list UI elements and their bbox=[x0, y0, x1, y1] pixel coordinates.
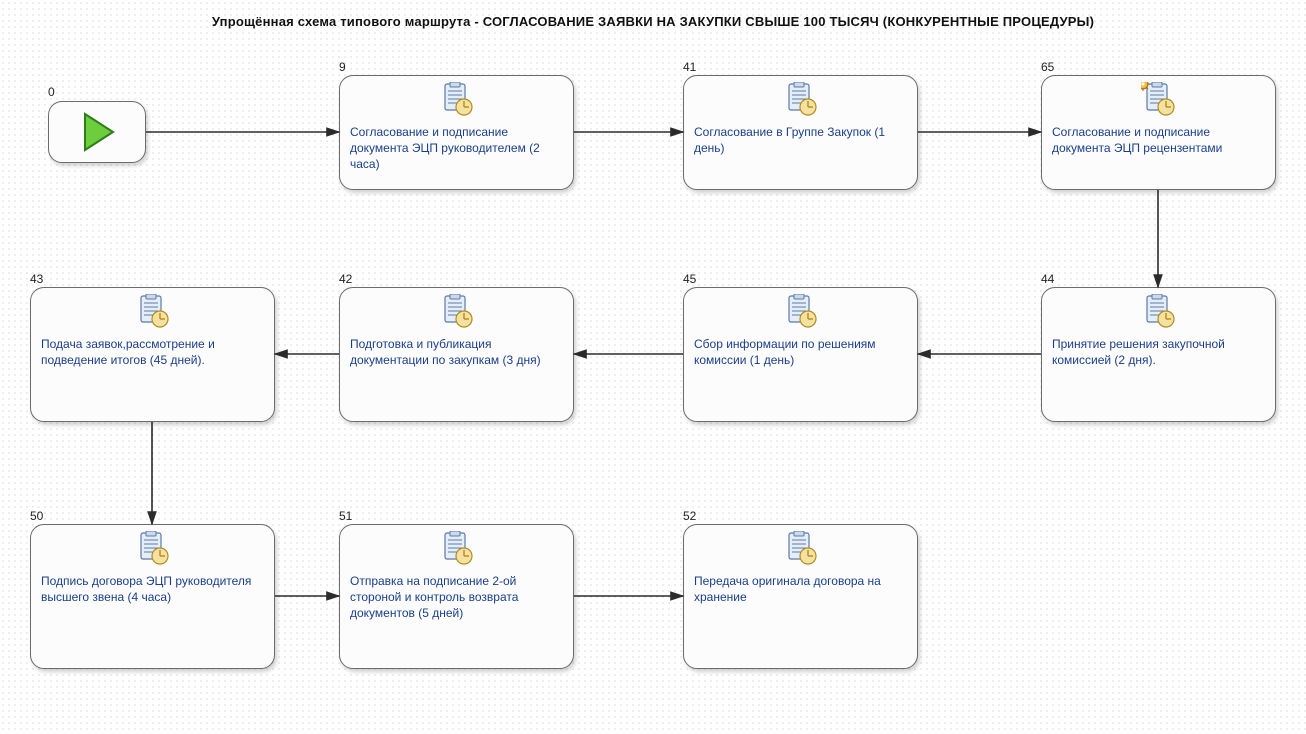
document-clock-icon bbox=[135, 531, 171, 572]
node-number: 50 bbox=[30, 509, 43, 523]
node-number: 45 bbox=[683, 272, 696, 286]
document-clock-icon bbox=[439, 294, 475, 335]
node-number: 41 bbox=[683, 60, 696, 74]
play-icon bbox=[75, 110, 119, 154]
node-number: 44 bbox=[1041, 272, 1054, 286]
flow-node: Согласование в Группе Закупок (1 день) bbox=[683, 75, 918, 190]
flow-node: Принятие решения закупочной комиссией (2… bbox=[1041, 287, 1276, 422]
start-node bbox=[48, 101, 146, 163]
diagram-title: Упрощённая схема типового маршрута - СОГ… bbox=[0, 14, 1306, 29]
flow-node-label: Передача оригинала договора на хранение bbox=[694, 573, 907, 605]
node-number: 51 bbox=[339, 509, 352, 523]
node-number: 65 bbox=[1041, 60, 1054, 74]
document-clock-icon bbox=[135, 294, 171, 335]
document-clock-icon bbox=[783, 82, 819, 123]
flow-node-label: Отправка на подписание 2-ой стороной и к… bbox=[350, 573, 563, 622]
flow-node: Подача заявок,рассмотрение и подведение … bbox=[30, 287, 275, 422]
document-clock-icon bbox=[1141, 294, 1177, 335]
document-clock-gear-icon bbox=[1141, 82, 1177, 123]
flow-node: Сбор информации по решениям комиссии (1 … bbox=[683, 287, 918, 422]
document-clock-icon bbox=[783, 531, 819, 572]
flow-node-label: Принятие решения закупочной комиссией (2… bbox=[1052, 336, 1265, 368]
node-number: 42 bbox=[339, 272, 352, 286]
flow-node: Подготовка и публикация документации по … bbox=[339, 287, 574, 422]
node-number: 52 bbox=[683, 509, 696, 523]
flow-node-label: Подача заявок,рассмотрение и подведение … bbox=[41, 336, 264, 368]
flow-node-label: Согласование и подписание документа ЭЦП … bbox=[350, 124, 563, 173]
flow-node: Согласование и подписание документа ЭЦП … bbox=[1041, 75, 1276, 190]
document-clock-icon bbox=[439, 82, 475, 123]
flow-node: Передача оригинала договора на хранение bbox=[683, 524, 918, 669]
flow-node-label: Согласование и подписание документа ЭЦП … bbox=[1052, 124, 1265, 156]
node-number: 43 bbox=[30, 272, 43, 286]
flow-node-label: Подготовка и публикация документации по … bbox=[350, 336, 563, 368]
document-clock-icon bbox=[439, 531, 475, 572]
flow-node: Согласование и подписание документа ЭЦП … bbox=[339, 75, 574, 190]
node-number-start: 0 bbox=[48, 85, 55, 99]
flow-node-label: Подпись договора ЭЦП руководителя высшег… bbox=[41, 573, 264, 605]
document-clock-icon bbox=[783, 294, 819, 335]
flowchart-canvas: Упрощённая схема типового маршрута - СОГ… bbox=[0, 0, 1306, 734]
flow-node: Подпись договора ЭЦП руководителя высшег… bbox=[30, 524, 275, 669]
flow-node: Отправка на подписание 2-ой стороной и к… bbox=[339, 524, 574, 669]
node-number: 9 bbox=[339, 60, 346, 74]
flow-node-label: Сбор информации по решениям комиссии (1 … bbox=[694, 336, 907, 368]
flow-node-label: Согласование в Группе Закупок (1 день) bbox=[694, 124, 907, 156]
